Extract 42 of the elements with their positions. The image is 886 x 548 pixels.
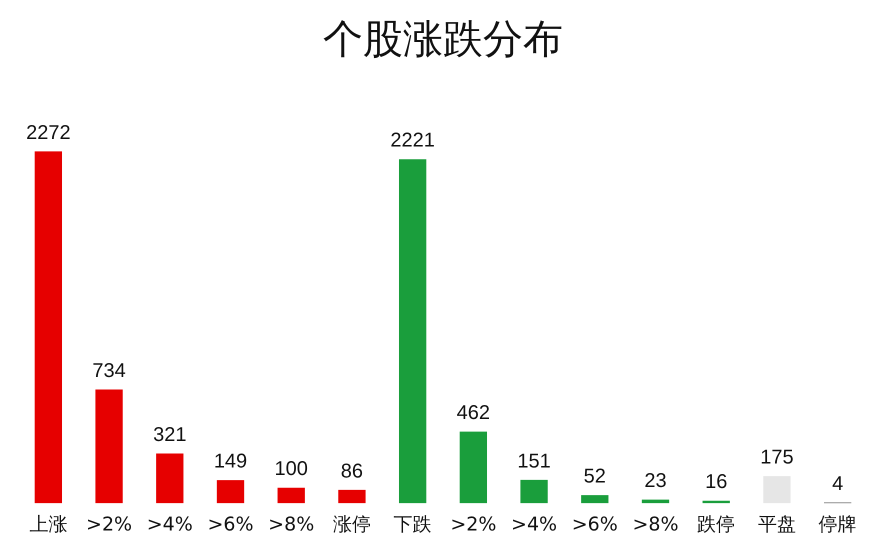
data-label: 462 [456,402,490,424]
bar [642,500,670,504]
data-label: 52 [584,466,606,488]
x-tick-label: 跌停 [697,514,736,536]
data-label: 151 [517,450,551,472]
x-tick-label: >2% [86,514,132,536]
bar [398,159,426,504]
bar [581,495,608,504]
bar [460,432,488,504]
bar [34,151,62,504]
x-tick-label: 平盘 [758,514,796,536]
x-tick-label: >6% [207,514,254,536]
data-label: 2221 [390,130,435,152]
x-tick-label: >8% [268,514,314,536]
x-tick-label: 下跌 [394,514,432,536]
x-tick-label: 停牌 [818,514,857,536]
data-label: 321 [153,424,186,446]
bar [216,480,244,504]
x-tick-label: 上涨 [29,514,68,536]
data-label: 100 [274,458,308,480]
data-label: 175 [760,446,794,469]
bar [520,480,548,504]
chart-title: 个股涨跌分布 [323,16,563,62]
bar [95,390,123,504]
data-label: 2272 [26,122,71,144]
data-label: 16 [705,471,728,494]
x-tick-label: >4% [511,514,558,536]
data-label: 4 [832,473,844,496]
x-tick-label: 涨停 [332,514,371,536]
data-label: 149 [214,450,248,473]
bar [156,453,184,504]
bar [278,488,305,504]
x-tick-label: >8% [632,514,679,536]
bar [702,500,730,504]
x-tick-label: >6% [572,514,618,536]
bar [763,476,791,504]
data-label: 23 [644,470,667,492]
x-tick-label: >4% [146,514,193,536]
data-label: 734 [92,360,126,382]
data-label: 86 [340,460,364,482]
x-tick-label: >2% [450,514,496,536]
bar [338,490,366,504]
